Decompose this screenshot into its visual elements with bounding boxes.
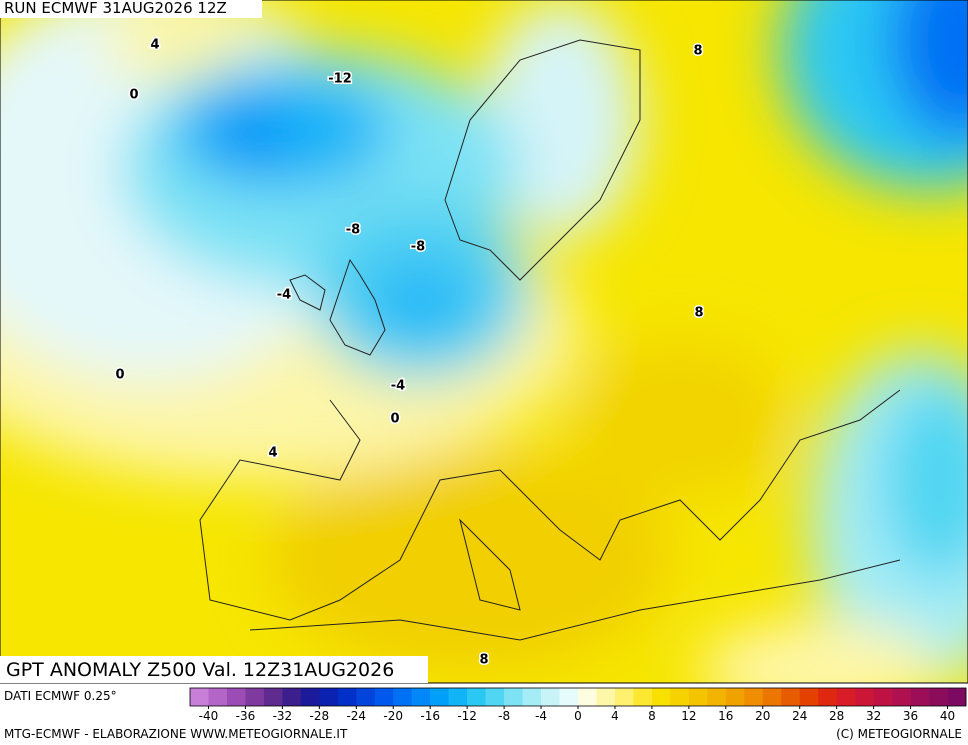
colorbar-swatch [337, 688, 357, 706]
colorbar: -40 -36 -32 -28 -24 -20 -16 -12 -8 -4 0 4 8 12 16 20 24 2… [189, 687, 967, 723]
map-title: GPT ANOMALY Z500 Val. 12Z31AUG2026 [6, 659, 394, 681]
colorbar-swatch [929, 688, 948, 706]
colorbar-swatch [208, 688, 228, 706]
colorbar-tick-label: 8 [648, 709, 656, 723]
contour-label: 0 [390, 412, 399, 427]
colorbar-tick-label: 4 [611, 709, 619, 723]
title-box [0, 656, 428, 683]
contour-label: -12 [328, 72, 352, 87]
colorbar-swatch [282, 688, 302, 706]
colorbar-swatch [430, 688, 449, 706]
colorbar-swatch [818, 688, 837, 706]
credit: MTG-ECMWF - ELABORAZIONE WWW.METEOGIORNA… [4, 727, 348, 741]
colorbar-tick-label: -4 [535, 709, 547, 723]
contour-label: 8 [479, 653, 488, 668]
colorbar-tick-label: -12 [457, 709, 477, 723]
colorbar-tick-label: 36 [903, 709, 918, 723]
colorbar-swatch [688, 688, 708, 706]
colorbar-swatch [596, 688, 616, 706]
colorbar-swatch [190, 688, 209, 706]
colorbar-tick-label: -28 [310, 709, 330, 723]
colorbar-tick-label: -24 [346, 709, 366, 723]
colorbar-swatch [633, 688, 653, 706]
run-box [0, 0, 262, 18]
colorbar-swatch [541, 688, 560, 706]
source-label: DATI ECMWF 0.25° [4, 689, 117, 703]
contour-label: -8 [411, 240, 425, 255]
colorbar-swatch [873, 688, 893, 706]
colorbar-tick-label: 32 [866, 709, 881, 723]
colorbar-swatch [300, 688, 320, 706]
colorbar-swatch [781, 688, 801, 706]
colorbar-swatch [670, 688, 690, 706]
colorbar-swatch [855, 688, 874, 706]
contour-label: 8 [693, 44, 702, 59]
colorbar-tick-label: 12 [681, 709, 696, 723]
run-label: RUN ECMWF 31AUG2026 12Z [4, 0, 227, 17]
colorbar-swatch [707, 688, 727, 706]
colorbar-tick-label: -40 [199, 709, 219, 723]
colorbar-swatch [744, 688, 764, 706]
colorbar-tick-label: 40 [940, 709, 955, 723]
map-frame [0, 0, 968, 684]
colorbar-swatch [319, 688, 339, 706]
contour-label: -4 [277, 288, 291, 303]
colorbar-swatch [393, 688, 413, 706]
colorbar-swatch [226, 688, 246, 706]
contour-label: 0 [115, 368, 124, 383]
colorbar-swatch [614, 688, 634, 706]
colorbar-tick-label: 28 [829, 709, 844, 723]
coastlines [199, 39, 901, 641]
colorbar-swatch [892, 688, 911, 706]
map-field [0, 0, 968, 683]
colorbar-swatch [578, 688, 597, 706]
contour-labels: 4 0 -12 8 -8 -8 -4 8 0 -4 0 4 8 [114, 36, 705, 669]
colorbar-tick-label: 24 [792, 709, 807, 723]
colorbar-swatch [374, 688, 394, 706]
contour-label: 8 [694, 306, 703, 321]
colorbar-swatch [762, 688, 782, 706]
colorbar-swatch [651, 688, 671, 706]
colorbar-swatch [947, 688, 967, 706]
colorbar-swatch [356, 688, 376, 706]
colorbar-swatch [467, 688, 486, 706]
colorbar-swatch [504, 688, 523, 706]
colorbar-swatch [799, 688, 819, 706]
colorbar-swatch [448, 688, 468, 706]
contour-label: -8 [346, 223, 360, 238]
colorbar-tick-label: -8 [498, 709, 510, 723]
contour-label: 0 [129, 88, 138, 103]
colorbar-tick-label: -32 [273, 709, 293, 723]
colorbar-tick-label: -36 [236, 709, 256, 723]
colorbar-swatch [910, 688, 930, 706]
colorbar-tick-label: -16 [420, 709, 440, 723]
colorbar-swatch [263, 688, 283, 706]
colorbar-tick-label: 0 [574, 709, 582, 723]
colorbar-swatch [245, 688, 265, 706]
colorbar-swatch [559, 688, 579, 706]
colorbar-swatch [725, 688, 745, 706]
colorbar-tick-label: -20 [383, 709, 403, 723]
contour-label: -4 [391, 379, 405, 394]
colorbar-swatch [411, 688, 431, 706]
colorbar-swatch [485, 688, 505, 706]
copyright: (C) METEOGIORNALE [836, 727, 962, 741]
colorbar-swatch [522, 688, 542, 706]
colorbar-tick-label: 16 [718, 709, 733, 723]
colorbar-swatch [836, 688, 856, 706]
contour-label: 4 [268, 446, 277, 461]
contour-label: 4 [150, 38, 159, 53]
colorbar-tick-label: 20 [755, 709, 770, 723]
